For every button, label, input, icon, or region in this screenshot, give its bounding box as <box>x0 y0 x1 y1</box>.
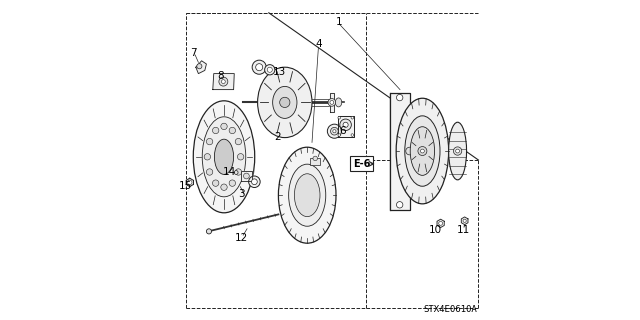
Ellipse shape <box>335 98 342 107</box>
Bar <box>310 158 320 165</box>
Ellipse shape <box>193 101 255 213</box>
Circle shape <box>221 80 225 84</box>
Ellipse shape <box>294 174 320 217</box>
Circle shape <box>338 134 340 136</box>
Circle shape <box>463 219 466 222</box>
Ellipse shape <box>229 180 236 186</box>
Circle shape <box>255 64 262 71</box>
Circle shape <box>343 122 348 127</box>
Circle shape <box>397 94 403 101</box>
Ellipse shape <box>327 124 342 138</box>
Polygon shape <box>338 116 355 137</box>
Ellipse shape <box>204 154 211 160</box>
Ellipse shape <box>273 86 297 118</box>
Text: 12: 12 <box>235 233 248 244</box>
Circle shape <box>328 99 336 106</box>
Circle shape <box>330 127 338 135</box>
Ellipse shape <box>236 139 242 145</box>
Text: 4: 4 <box>315 39 322 49</box>
Ellipse shape <box>221 123 227 130</box>
Ellipse shape <box>237 154 244 160</box>
Circle shape <box>219 77 228 86</box>
Ellipse shape <box>278 147 336 243</box>
Polygon shape <box>212 74 234 90</box>
Circle shape <box>338 116 340 119</box>
Circle shape <box>351 134 353 136</box>
Circle shape <box>397 202 403 208</box>
Circle shape <box>280 97 290 108</box>
Polygon shape <box>437 219 444 228</box>
Ellipse shape <box>229 127 236 134</box>
Ellipse shape <box>206 229 211 234</box>
Text: 7: 7 <box>189 48 196 58</box>
Ellipse shape <box>206 139 212 145</box>
Circle shape <box>252 179 257 185</box>
Ellipse shape <box>265 65 275 75</box>
Ellipse shape <box>406 147 413 155</box>
Ellipse shape <box>248 176 260 188</box>
Circle shape <box>268 67 273 72</box>
Circle shape <box>313 156 317 161</box>
Circle shape <box>456 149 460 153</box>
Text: 3: 3 <box>238 188 245 199</box>
Ellipse shape <box>236 169 242 175</box>
Text: 10: 10 <box>429 225 442 235</box>
Text: E-6: E-6 <box>353 159 371 169</box>
Text: 2: 2 <box>275 132 281 142</box>
Text: STX4E0610A: STX4E0610A <box>423 305 477 314</box>
Circle shape <box>188 180 192 185</box>
Polygon shape <box>241 171 252 181</box>
Circle shape <box>243 173 250 179</box>
Polygon shape <box>186 178 193 187</box>
Ellipse shape <box>214 139 234 174</box>
Ellipse shape <box>221 184 227 190</box>
Circle shape <box>330 100 334 104</box>
Text: 11: 11 <box>456 225 470 235</box>
Ellipse shape <box>449 122 467 180</box>
Ellipse shape <box>206 169 212 175</box>
Ellipse shape <box>252 60 266 74</box>
Text: 1: 1 <box>336 17 342 28</box>
Ellipse shape <box>289 164 326 226</box>
Polygon shape <box>461 217 468 225</box>
Polygon shape <box>196 61 206 74</box>
Ellipse shape <box>410 127 435 175</box>
FancyBboxPatch shape <box>390 93 410 210</box>
Text: 14: 14 <box>223 167 236 177</box>
Polygon shape <box>330 93 334 112</box>
Ellipse shape <box>212 180 219 186</box>
Ellipse shape <box>234 171 238 174</box>
Ellipse shape <box>258 67 312 138</box>
Circle shape <box>420 149 424 153</box>
Text: 15: 15 <box>179 181 192 191</box>
Circle shape <box>453 147 462 155</box>
Circle shape <box>333 130 336 133</box>
Circle shape <box>418 147 427 156</box>
Circle shape <box>351 116 353 119</box>
Text: 13: 13 <box>273 67 285 77</box>
Circle shape <box>197 64 202 69</box>
Ellipse shape <box>396 98 449 204</box>
Circle shape <box>340 119 351 131</box>
Text: 8: 8 <box>217 71 223 81</box>
Text: 6: 6 <box>339 125 346 136</box>
Circle shape <box>439 221 443 225</box>
Ellipse shape <box>404 116 440 186</box>
Ellipse shape <box>202 117 246 197</box>
Ellipse shape <box>212 127 219 134</box>
